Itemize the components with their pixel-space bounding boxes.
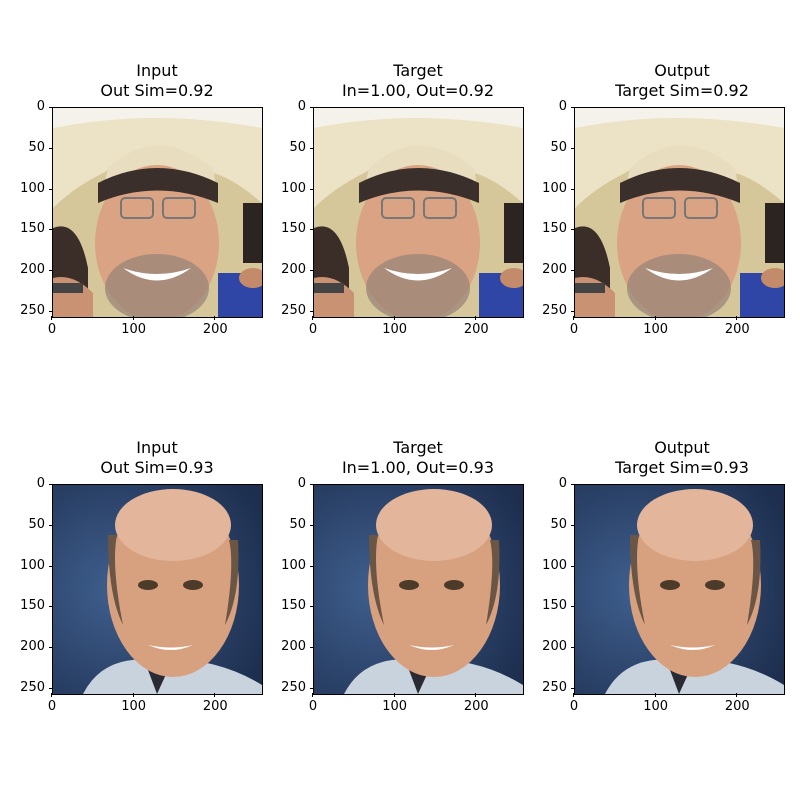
x-tick-label: 100 <box>375 693 415 714</box>
y-tick-label: 100 <box>15 181 53 196</box>
y-tick-label: 50 <box>15 517 53 532</box>
panel-title: Target In=1.00, Out=0.93 <box>341 438 495 477</box>
y-tick-label: 200 <box>537 262 575 277</box>
face-image <box>313 484 524 695</box>
x-tick-label: 0 <box>293 316 333 337</box>
y-tick-label: 150 <box>537 221 575 236</box>
face-image <box>313 107 524 318</box>
x-tick-label: 100 <box>375 316 415 337</box>
y-tick-label: 0 <box>276 99 314 114</box>
y-tick-label: 0 <box>537 99 575 114</box>
y-tick-label: 50 <box>15 140 53 155</box>
y-tick-label: 250 <box>15 303 53 318</box>
y-tick-label: 0 <box>276 476 314 491</box>
y-tick-label: 150 <box>276 598 314 613</box>
x-tick-label: 200 <box>717 316 757 337</box>
y-tick-label: 200 <box>15 639 53 654</box>
panel-title: Target In=1.00, Out=0.92 <box>341 61 495 100</box>
y-tick-label: 100 <box>276 558 314 573</box>
x-tick-label: 0 <box>32 316 72 337</box>
y-tick-label: 0 <box>15 99 53 114</box>
y-tick-label: 150 <box>276 221 314 236</box>
x-tick-label: 100 <box>636 693 676 714</box>
y-tick-label: 250 <box>276 303 314 318</box>
x-tick-label: 100 <box>636 316 676 337</box>
x-tick-label: 0 <box>554 316 594 337</box>
y-tick-label: 150 <box>537 598 575 613</box>
y-tick-label: 200 <box>15 262 53 277</box>
x-tick-label: 0 <box>293 693 333 714</box>
x-tick-label: 100 <box>114 693 154 714</box>
y-tick-label: 250 <box>15 680 53 695</box>
y-tick-label: 100 <box>276 181 314 196</box>
y-tick-label: 0 <box>537 476 575 491</box>
y-tick-label: 150 <box>15 221 53 236</box>
y-tick-label: 50 <box>537 517 575 532</box>
y-tick-label: 150 <box>15 598 53 613</box>
x-tick-label: 0 <box>32 693 72 714</box>
y-tick-label: 250 <box>537 303 575 318</box>
panel-title: Input Out Sim=0.92 <box>100 61 214 100</box>
x-tick-label: 200 <box>717 693 757 714</box>
y-tick-label: 50 <box>276 517 314 532</box>
face-image <box>52 107 263 318</box>
y-tick-label: 50 <box>537 140 575 155</box>
x-tick-label: 100 <box>114 316 154 337</box>
x-tick-label: 200 <box>456 316 496 337</box>
y-tick-label: 200 <box>276 262 314 277</box>
y-tick-label: 100 <box>537 558 575 573</box>
panel-title: Output Target Sim=0.92 <box>615 61 749 100</box>
y-tick-label: 200 <box>537 639 575 654</box>
face-image <box>574 484 785 695</box>
y-tick-label: 0 <box>15 476 53 491</box>
x-tick-label: 200 <box>456 693 496 714</box>
face-image <box>574 107 785 318</box>
y-tick-label: 50 <box>276 140 314 155</box>
y-tick-label: 250 <box>537 680 575 695</box>
x-tick-label: 0 <box>554 693 594 714</box>
panel-title: Output Target Sim=0.93 <box>615 438 749 477</box>
face-image <box>52 484 263 695</box>
y-tick-label: 100 <box>15 558 53 573</box>
panel-title: Input Out Sim=0.93 <box>100 438 214 477</box>
x-tick-label: 200 <box>195 693 235 714</box>
y-tick-label: 200 <box>276 639 314 654</box>
y-tick-label: 250 <box>276 680 314 695</box>
x-tick-label: 200 <box>195 316 235 337</box>
y-tick-label: 100 <box>537 181 575 196</box>
